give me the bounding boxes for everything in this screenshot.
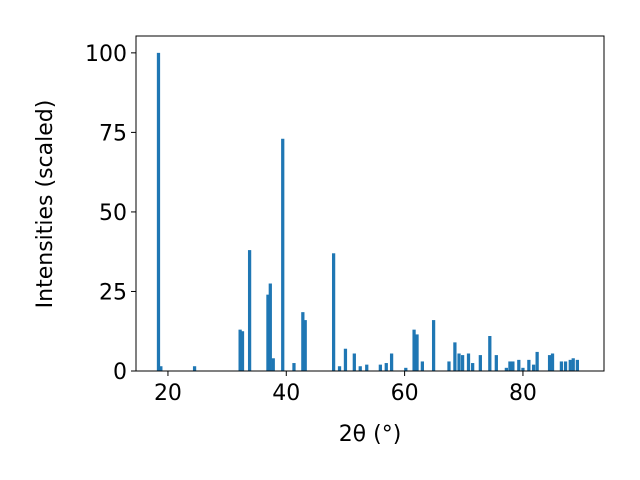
y-tick-label: 100 — [85, 42, 127, 67]
bar — [494, 355, 498, 371]
bar — [292, 363, 296, 371]
bar — [478, 355, 482, 371]
bar — [508, 361, 512, 371]
bar — [511, 361, 515, 371]
bar — [559, 361, 564, 371]
bar — [420, 361, 424, 371]
bar — [271, 358, 275, 371]
bar — [240, 331, 245, 371]
y-axis-label: Intensities (scaled) — [33, 100, 58, 309]
y-tick-label: 0 — [113, 360, 127, 385]
bar — [337, 366, 342, 371]
bar — [471, 363, 475, 371]
bar — [453, 342, 457, 371]
bar — [303, 320, 307, 371]
bar — [568, 359, 572, 371]
y-tick-label: 25 — [99, 280, 127, 305]
bar — [358, 366, 362, 371]
x-tick-label: 60 — [391, 381, 419, 406]
bar — [331, 253, 336, 371]
bar — [404, 367, 408, 371]
bar — [517, 359, 521, 371]
bar — [415, 334, 419, 371]
bar — [504, 367, 509, 371]
bar — [521, 367, 525, 371]
bar — [488, 336, 492, 371]
bar — [301, 312, 305, 371]
bar — [460, 355, 465, 371]
bar — [575, 359, 580, 371]
bar — [531, 364, 536, 371]
plot-frame — [135, 35, 605, 372]
bar — [192, 366, 197, 371]
x-tick-label: 80 — [509, 381, 537, 406]
bar — [156, 52, 161, 371]
bar — [238, 329, 242, 371]
bar — [378, 364, 382, 371]
bar — [268, 283, 272, 371]
x-tick-label: 40 — [272, 381, 300, 406]
x-axis-label: 2θ (°) — [339, 422, 402, 447]
bar — [412, 329, 416, 371]
bar — [535, 351, 539, 371]
bar — [571, 358, 575, 371]
bar — [389, 353, 394, 371]
bar — [343, 348, 348, 371]
bar — [563, 361, 568, 371]
bar — [281, 138, 285, 371]
bar — [159, 366, 163, 371]
bar — [547, 355, 552, 371]
x-tick-label: 20 — [154, 381, 182, 406]
bar — [457, 353, 461, 371]
bar — [266, 294, 270, 371]
bar — [365, 364, 369, 371]
bar — [466, 353, 471, 371]
y-tick-label: 75 — [99, 121, 127, 146]
bar — [247, 250, 252, 371]
bar — [431, 320, 436, 371]
bar — [550, 353, 555, 371]
bar — [447, 361, 451, 371]
y-tick-label: 50 — [99, 201, 127, 226]
bar — [352, 353, 356, 371]
bar — [527, 359, 531, 371]
bar — [384, 363, 388, 371]
